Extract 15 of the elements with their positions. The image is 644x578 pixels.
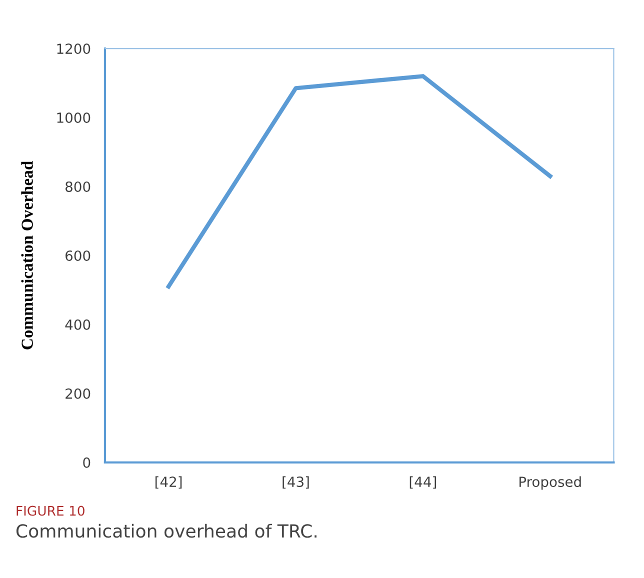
y-tick-label: 1000: [57, 112, 90, 123]
x-tick-label: [42]: [156, 476, 182, 489]
y-axis-title: Communication Overhead: [21, 160, 33, 350]
y-tick-label: 800: [66, 181, 90, 192]
x-tick-label: [43]: [282, 476, 309, 489]
line-series: [166, 74, 552, 289]
x-tick-label: Proposed: [520, 476, 581, 490]
y-tick-label: 400: [65, 319, 90, 330]
text: Communication overhead of TRC.: [16, 524, 316, 538]
x-tick-label: [44]: [410, 476, 436, 489]
y-tick-label: 1200: [57, 44, 90, 54]
y-tick-label: 200: [66, 388, 90, 399]
y-tick-label: 600: [66, 250, 90, 261]
y-tick-label: 0: [83, 457, 90, 468]
text: FIGURE 10: [16, 506, 84, 516]
